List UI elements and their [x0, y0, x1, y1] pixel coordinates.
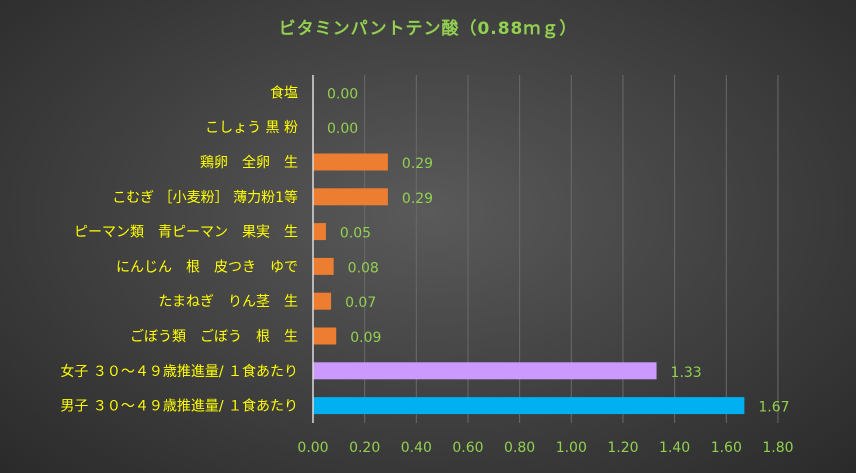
x-tick-label: 1.20 — [607, 440, 638, 456]
category-label: 男子 ３０～４９歳推進量/ １食あたり — [60, 398, 298, 415]
category-label: ピーマン類 青ピーマン 果実 生 — [74, 225, 298, 241]
data-label: 0.07 — [345, 295, 376, 311]
x-tick-label: 1.60 — [711, 440, 742, 456]
x-tick-label: 0.00 — [297, 440, 328, 456]
bar — [313, 223, 326, 241]
bar — [313, 362, 657, 380]
category-label: にんじん 根 皮つき ゆで — [116, 259, 298, 275]
category-label: こしょう 黒 粉 — [205, 120, 298, 136]
data-label: 1.33 — [671, 365, 702, 381]
data-label: 1.67 — [758, 400, 789, 416]
bar — [313, 327, 337, 345]
chart-title: ビタミンパントテン酸（0.88ｍｇ） — [278, 19, 578, 39]
data-label: 0.29 — [402, 156, 433, 172]
bar — [313, 292, 332, 310]
x-tick-label: 1.80 — [762, 440, 793, 456]
x-tick-label: 1.00 — [556, 440, 587, 456]
category-label: ごぼう類 ごぼう 根 生 — [130, 329, 298, 345]
bar — [313, 257, 334, 275]
data-label: 0.09 — [350, 330, 381, 346]
data-label: 0.29 — [402, 191, 433, 207]
bar — [313, 188, 388, 206]
category-label: 鶏卵 全卵 生 — [200, 154, 298, 171]
category-label: 食塩 — [270, 84, 298, 101]
category-label: こむぎ ［小麦粉］ 薄力粉1等 — [112, 189, 298, 206]
data-label: 0.08 — [348, 260, 379, 276]
bar — [313, 397, 745, 415]
data-label: 0.05 — [340, 226, 371, 242]
data-label: 0.00 — [327, 86, 358, 102]
bar — [313, 153, 388, 171]
category-label: 女子 ３０～４９歳推進量/ １食あたり — [60, 363, 298, 380]
x-tick-label: 1.40 — [659, 440, 690, 456]
x-tick-label: 0.20 — [349, 440, 380, 456]
x-tick-label: 0.60 — [452, 440, 483, 456]
x-tick-label: 0.80 — [504, 440, 535, 456]
data-label: 0.00 — [327, 121, 358, 137]
x-tick-label: 0.40 — [401, 440, 432, 456]
category-label: たまねぎ りん茎 生 — [158, 294, 298, 310]
